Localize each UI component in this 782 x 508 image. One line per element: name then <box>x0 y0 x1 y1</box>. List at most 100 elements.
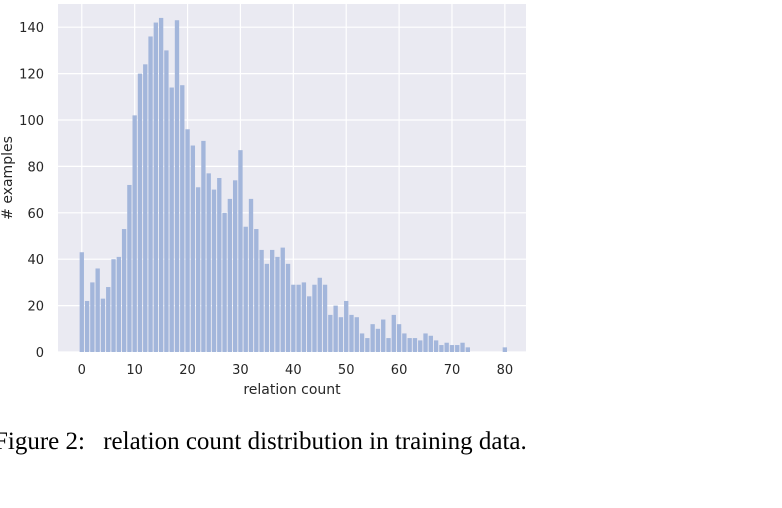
histogram-bar <box>449 345 455 352</box>
x-tick-label: 40 <box>285 363 302 378</box>
x-tick-label: 70 <box>444 363 461 378</box>
y-tick-label: 120 <box>19 68 44 83</box>
figure-caption: Figure 2: relation count distribution in… <box>0 428 527 456</box>
histogram-chart: 0 10 20 30 40 50 60 70 80 0 20 40 60 80 100 120 140 rel… <box>0 4 526 398</box>
histogram-bar <box>116 256 121 352</box>
histogram-bar <box>418 340 423 352</box>
histogram-bar <box>270 249 275 352</box>
x-tick-label: 0 <box>78 363 86 378</box>
histogram-bar <box>148 36 153 352</box>
histogram-bar <box>285 263 291 352</box>
histogram-bar <box>381 319 386 352</box>
histogram-bar <box>232 180 238 352</box>
y-tick-labels: 0 20 40 60 80 100 120 140 <box>19 21 44 361</box>
x-tick-label: 20 <box>179 363 196 378</box>
histogram-bar <box>217 178 222 352</box>
histogram-bar <box>412 338 418 352</box>
histogram-bar <box>127 184 132 352</box>
histogram-bar <box>100 298 106 352</box>
x-tick-label: 80 <box>497 363 514 378</box>
histogram-bar <box>137 73 143 352</box>
histogram-bar <box>396 324 402 352</box>
histogram-bar <box>328 314 333 352</box>
histogram-bar <box>95 268 100 352</box>
y-tick-label: 100 <box>19 114 44 129</box>
y-tick-label: 140 <box>19 21 44 36</box>
y-tick-label: 60 <box>27 207 44 222</box>
histogram-bar <box>238 150 243 352</box>
y-tick-label: 0 <box>36 346 44 361</box>
x-tick-label: 60 <box>391 363 408 378</box>
histogram-bar <box>444 342 449 352</box>
histogram-bar <box>143 64 148 352</box>
histogram-bar <box>169 87 174 353</box>
histogram-bar <box>264 263 270 352</box>
histogram-bar <box>386 338 391 352</box>
histogram-bar <box>312 284 317 352</box>
histogram-bar <box>407 338 412 352</box>
histogram-bar <box>121 229 127 352</box>
histogram-bar <box>222 212 227 352</box>
histogram-bar <box>291 284 296 352</box>
histogram-bar <box>301 282 307 352</box>
histogram-bar <box>338 317 344 352</box>
x-tick-label: 50 <box>338 363 355 378</box>
histogram-bar <box>433 340 439 352</box>
histogram-bar <box>90 282 95 352</box>
histogram-bar <box>201 140 206 352</box>
histogram-bar <box>153 22 158 353</box>
histogram-bar <box>164 50 169 353</box>
x-tick-label: 10 <box>126 363 143 378</box>
histogram-bar <box>460 342 465 352</box>
histogram-bar <box>375 328 381 352</box>
histogram-bar <box>296 284 301 352</box>
histogram-bar <box>132 115 137 352</box>
histogram-bar <box>248 198 254 352</box>
histogram-bar <box>195 187 201 352</box>
histogram-bar <box>243 226 248 352</box>
histogram-bar <box>254 229 259 352</box>
histogram-bar <box>322 284 328 352</box>
histogram-bar <box>391 314 396 352</box>
histogram-bar <box>106 287 111 352</box>
histogram-bar <box>307 296 312 352</box>
histogram-bar <box>455 345 460 352</box>
histogram-bar <box>79 252 84 352</box>
histogram-bar <box>359 333 365 352</box>
y-tick-label: 20 <box>27 300 44 315</box>
histogram-bar <box>402 333 407 352</box>
x-tick-labels: 0 10 20 30 40 50 60 70 80 <box>78 363 513 378</box>
histogram-bar <box>174 20 180 353</box>
histogram-bar <box>211 189 217 352</box>
histogram-bar <box>180 85 185 352</box>
histogram-bar <box>502 347 508 352</box>
y-tick-label: 80 <box>27 160 44 175</box>
histogram-bar <box>428 335 433 352</box>
histogram-bar <box>185 129 190 352</box>
y-axis-label: # examples <box>0 136 16 220</box>
histogram-bar <box>465 347 470 352</box>
histogram-bar <box>354 317 359 352</box>
histogram-bar <box>317 277 322 352</box>
histogram-bar <box>439 345 444 352</box>
histogram-bar <box>365 338 370 352</box>
figure-label: Figure 2: <box>0 428 85 455</box>
histogram-bar <box>280 247 285 352</box>
histogram-bar <box>227 198 233 352</box>
histogram-bar <box>206 173 211 352</box>
histogram-bar <box>370 324 375 352</box>
histogram-bar <box>333 305 338 352</box>
histogram-bar <box>423 333 428 352</box>
histogram-bar <box>111 259 116 352</box>
histogram-bar <box>259 249 264 352</box>
histogram-bar <box>275 256 280 352</box>
x-axis-label: relation count <box>243 382 341 398</box>
histogram-bar <box>158 17 164 352</box>
x-tick-label: 30 <box>232 363 249 378</box>
y-tick-label: 40 <box>27 253 44 268</box>
bars <box>79 17 508 353</box>
histogram-bar <box>190 145 196 352</box>
histogram-bar <box>84 300 90 352</box>
histogram-bar <box>344 300 349 352</box>
caption-text: relation count distribution in training … <box>103 428 527 455</box>
